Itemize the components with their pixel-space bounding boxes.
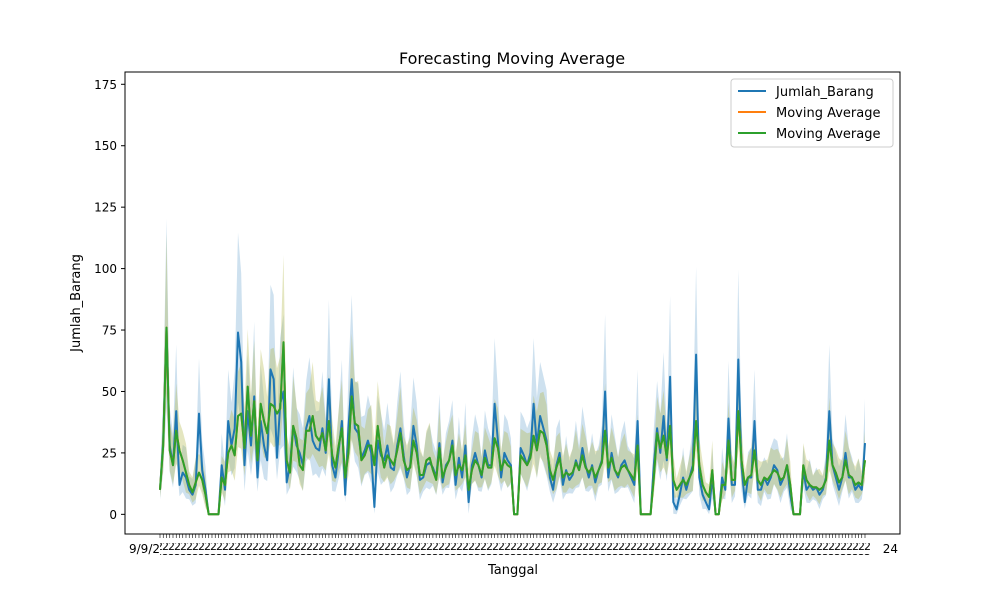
y-tick-label-2: 50: [102, 385, 117, 399]
y-tick-label-7: 175: [94, 78, 117, 92]
x-tick-labels-dense: [160, 543, 870, 555]
x-tick-label-last: 24: [883, 542, 898, 556]
y-tick-label-6: 150: [94, 139, 117, 153]
legend-label-1: Jumlah_Barang: [775, 85, 874, 100]
y-tick-label-5: 125: [94, 201, 117, 215]
confidence-bands: [160, 218, 865, 515]
legend-label-2: Moving Average: [776, 106, 880, 121]
confidence-band-2: [160, 233, 865, 515]
x-axis-label: Tanggal: [487, 563, 538, 578]
series-line-3: [159, 326, 866, 516]
y-axis: 0 25 50 75 100 125 150 175: [94, 78, 125, 522]
y-axis-label: Jumlah_Barang: [69, 254, 84, 353]
y-tick-label-3: 75: [102, 324, 117, 338]
y-tick-label-0: 0: [109, 508, 117, 522]
chart-title: Forecasting Moving Average: [399, 49, 625, 68]
plot-frame: [124, 71, 901, 535]
y-tick-label-1: 25: [102, 446, 117, 460]
legend: Jumlah_Barang Moving Average Moving Aver…: [730, 78, 894, 148]
legend-box: [730, 78, 894, 148]
legend-label-3: Moving Average: [776, 127, 880, 142]
x-axis: 9/9/2 24: [129, 534, 898, 556]
x-tick-label-first: 9/9/2: [129, 542, 160, 556]
y-tick-label-4: 100: [94, 262, 117, 276]
series-lines: [159, 326, 866, 516]
